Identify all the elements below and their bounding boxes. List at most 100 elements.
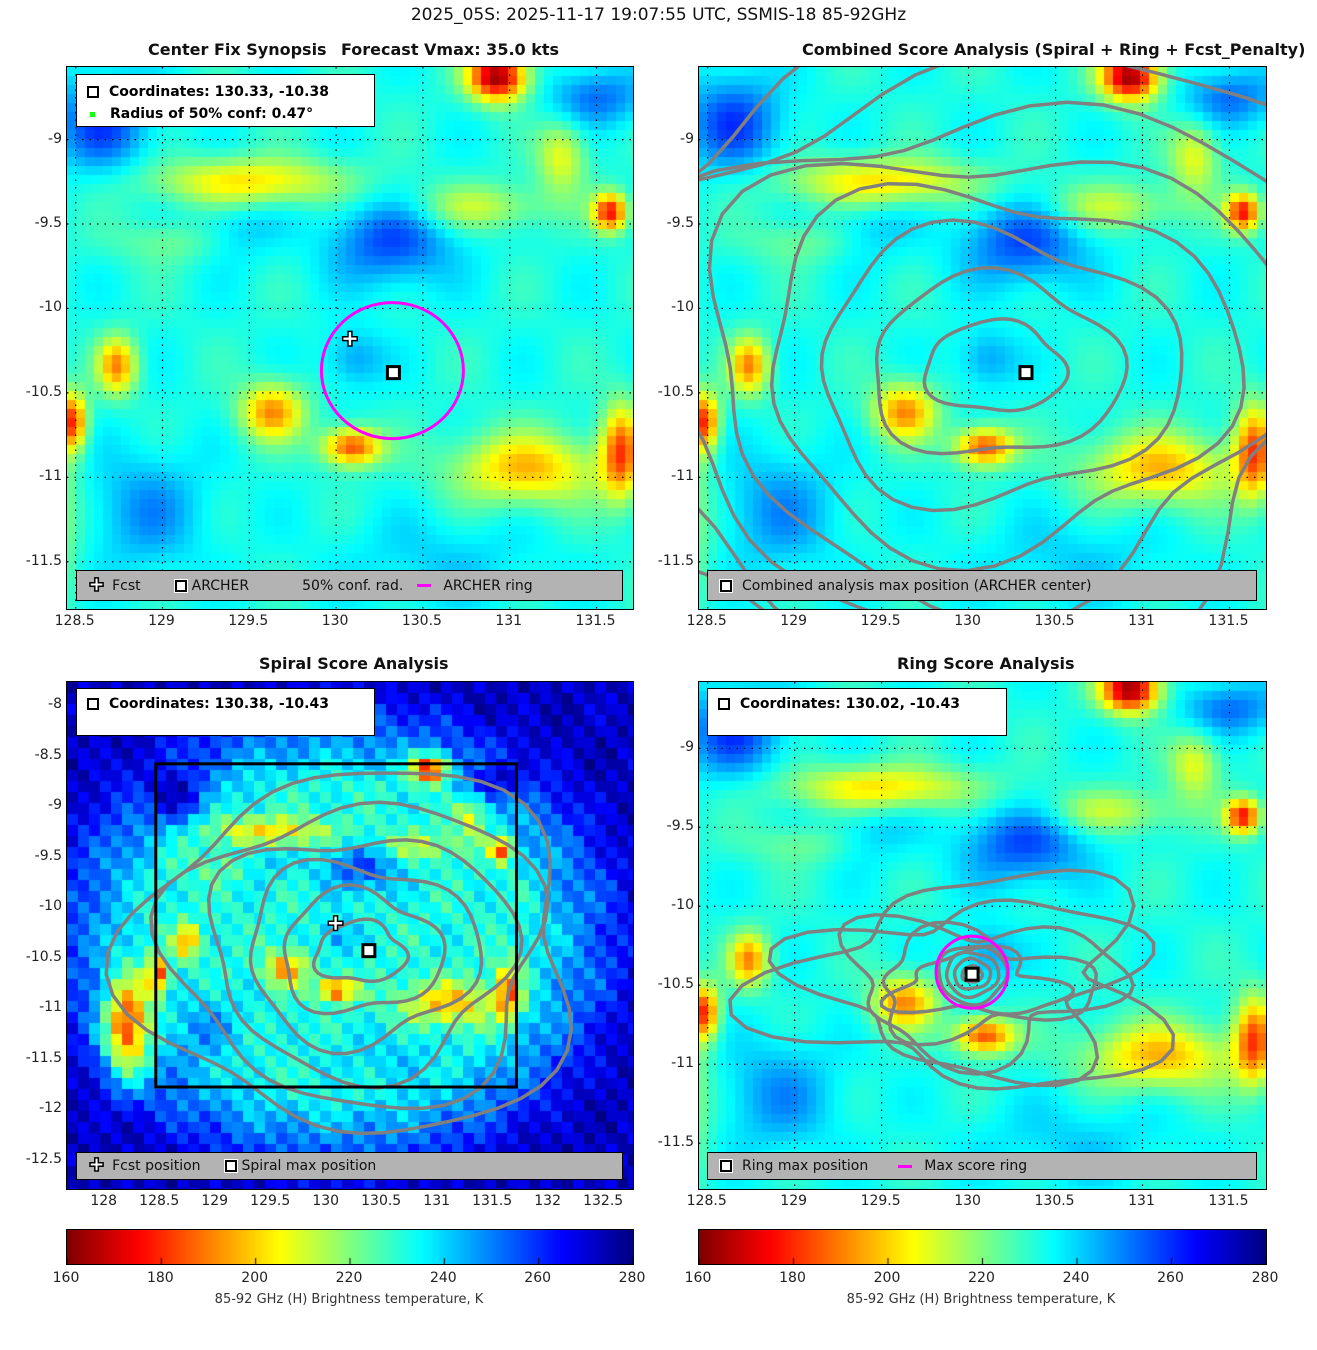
- y-tick-label: -11: [39, 999, 62, 1016]
- magenta-line-icon: [417, 584, 432, 587]
- x-tick-label: 131: [1128, 613, 1155, 629]
- x-tick-label: 132: [534, 1193, 562, 1209]
- legend-spiral-max: Spiral max position: [241, 1158, 377, 1174]
- coordinates-text: Coordinates: 130.38, -10.43: [109, 696, 329, 712]
- y-tick-label: -11.5: [657, 1134, 694, 1151]
- archer-square-icon: [719, 1159, 733, 1173]
- score-contour: [707, 160, 1266, 609]
- x-tick-label: 130: [321, 613, 349, 629]
- x-tick-label: 128.5: [139, 1193, 180, 1209]
- legend-archer: Combined analysis max position (ARCHER c…: [742, 577, 1092, 594]
- spiral-contour: [311, 917, 411, 983]
- x-tick-label: 131: [495, 613, 523, 629]
- panel3-info-box: Coordinates: 130.38, -10.43: [76, 688, 375, 736]
- ring-contour: [944, 950, 1001, 1000]
- score-contour: [699, 100, 1266, 609]
- archer-square-icon: [223, 1159, 238, 1173]
- ring-contour: [881, 920, 1098, 1047]
- ring-contour: [837, 912, 1136, 1076]
- archer-square-icon: [173, 578, 188, 593]
- y-tick-label: -10.5: [657, 976, 694, 993]
- synopsis-plot: ✚: [66, 66, 634, 610]
- panel1-legend: ✚ Fcst ARCHER 50% conf. rad. ARCHER ring: [76, 570, 623, 601]
- y-tick-label: -9: [48, 797, 62, 814]
- x-tick-label: 129: [780, 1193, 808, 1209]
- y-tick-label: -11.5: [25, 1049, 62, 1066]
- spiral-contour: [149, 800, 550, 1111]
- panel2-title: Combined Score Analysis (Spiral + Ring +…: [802, 40, 1306, 59]
- legend-archer: ARCHER: [191, 577, 250, 594]
- x-tick-label: 129: [201, 1193, 229, 1209]
- archer-ring: [319, 301, 465, 441]
- y-tick-label: -9: [48, 130, 62, 147]
- x-tick-label: 128.5: [686, 1193, 727, 1209]
- x-tick-label: 131.5: [1208, 1193, 1249, 1209]
- x-tick-label: 131: [1128, 1193, 1155, 1209]
- panel4-title: Ring Score Analysis: [897, 654, 1075, 673]
- spiral-score-plot: ✚: [66, 681, 634, 1190]
- panel4-legend: Ring max position Max score ring: [707, 1152, 1257, 1180]
- x-tick-label: 129.5: [228, 613, 269, 629]
- archer-square-icon: [717, 697, 731, 711]
- y-tick-label: -8.5: [34, 746, 62, 763]
- panel1-info-box: Coordinates: 130.33, -10.38 Radius of 50…: [76, 74, 375, 127]
- y-tick-label: -11: [39, 468, 62, 485]
- x-tick-label: 129.5: [860, 613, 901, 629]
- legend-ring-max: Ring max position: [742, 1158, 869, 1174]
- colorbar-tick-label: 240: [429, 1270, 457, 1286]
- y-tick-label: -10: [39, 299, 62, 316]
- overlay: [699, 682, 1266, 1189]
- y-tick-label: -9.5: [34, 215, 62, 232]
- colorbar-tick-label: 180: [779, 1270, 806, 1286]
- colorbar-tick-label: 260: [1157, 1270, 1184, 1286]
- y-tick-label: -9: [680, 130, 694, 147]
- y-tick-label: -11: [671, 468, 694, 485]
- heatmap-canvas: [67, 67, 633, 609]
- y-tick-label: -10.5: [25, 383, 62, 400]
- panel4-info-box: Coordinates: 130.02, -10.43: [707, 688, 1007, 736]
- figure-title: 2025_05S: 2025-11-17 19:07:55 UTC, SSMIS…: [410, 5, 907, 25]
- green-square-icon: [90, 111, 95, 117]
- legend-fcst: Fcst position: [112, 1158, 201, 1174]
- magenta-line-icon: [898, 1164, 913, 1168]
- fcst-marker: ✚: [342, 327, 359, 351]
- x-tick-label: 131.5: [1208, 613, 1249, 629]
- archer-square-icon: [719, 578, 733, 593]
- ring-contour: [767, 898, 1156, 1088]
- ring-contour: [952, 956, 993, 991]
- x-tick-label: 131.5: [472, 1193, 513, 1209]
- y-tick-label: -10: [39, 898, 62, 915]
- coordinates-text: Coordinates: 130.02, -10.43: [740, 696, 960, 712]
- x-tick-label: 130.5: [401, 613, 442, 629]
- panel3-title: Spiral Score Analysis: [259, 654, 449, 673]
- x-tick-label: 130: [954, 613, 981, 629]
- y-tick-label: -9.5: [666, 818, 694, 835]
- x-tick-label: 128: [90, 1193, 118, 1209]
- legend-conf-radius: 50% conf. rad.: [302, 577, 404, 594]
- fcst-marker: ✚: [327, 911, 344, 935]
- x-tick-label: 129: [148, 613, 175, 629]
- panel1-title: Center Fix Synopsis: [148, 40, 327, 59]
- score-contour: [922, 317, 1071, 413]
- colorbar-tick-label: 160: [52, 1270, 80, 1286]
- x-tick-label: 130.5: [1034, 1193, 1075, 1209]
- score-contour: [769, 181, 1246, 573]
- x-tick-label: 128.5: [54, 613, 95, 629]
- legend-max-ring: Max score ring: [924, 1158, 1028, 1174]
- plus-icon: ✚: [88, 1155, 105, 1176]
- y-tick-label: -9.5: [34, 847, 62, 864]
- overlay: [699, 67, 1266, 609]
- x-tick-label: 129.5: [860, 1193, 901, 1209]
- panel1-subtitle: Forecast Vmax: 35.0 kts: [341, 40, 560, 59]
- x-tick-label: 131.5: [575, 613, 616, 629]
- x-tick-label: 130.5: [1034, 613, 1075, 629]
- archer-marker: [1018, 365, 1034, 381]
- x-tick-label: 131: [423, 1193, 451, 1209]
- legend-ring: ARCHER ring: [443, 577, 533, 594]
- colorbar-tick-label: 280: [618, 1270, 646, 1286]
- search-box: [154, 762, 518, 1089]
- panel2-legend: Combined analysis max position (ARCHER c…: [707, 570, 1257, 601]
- x-tick-label: 129: [780, 613, 808, 629]
- spiral-contour: [206, 838, 524, 1090]
- ring-contour: [937, 944, 1010, 1007]
